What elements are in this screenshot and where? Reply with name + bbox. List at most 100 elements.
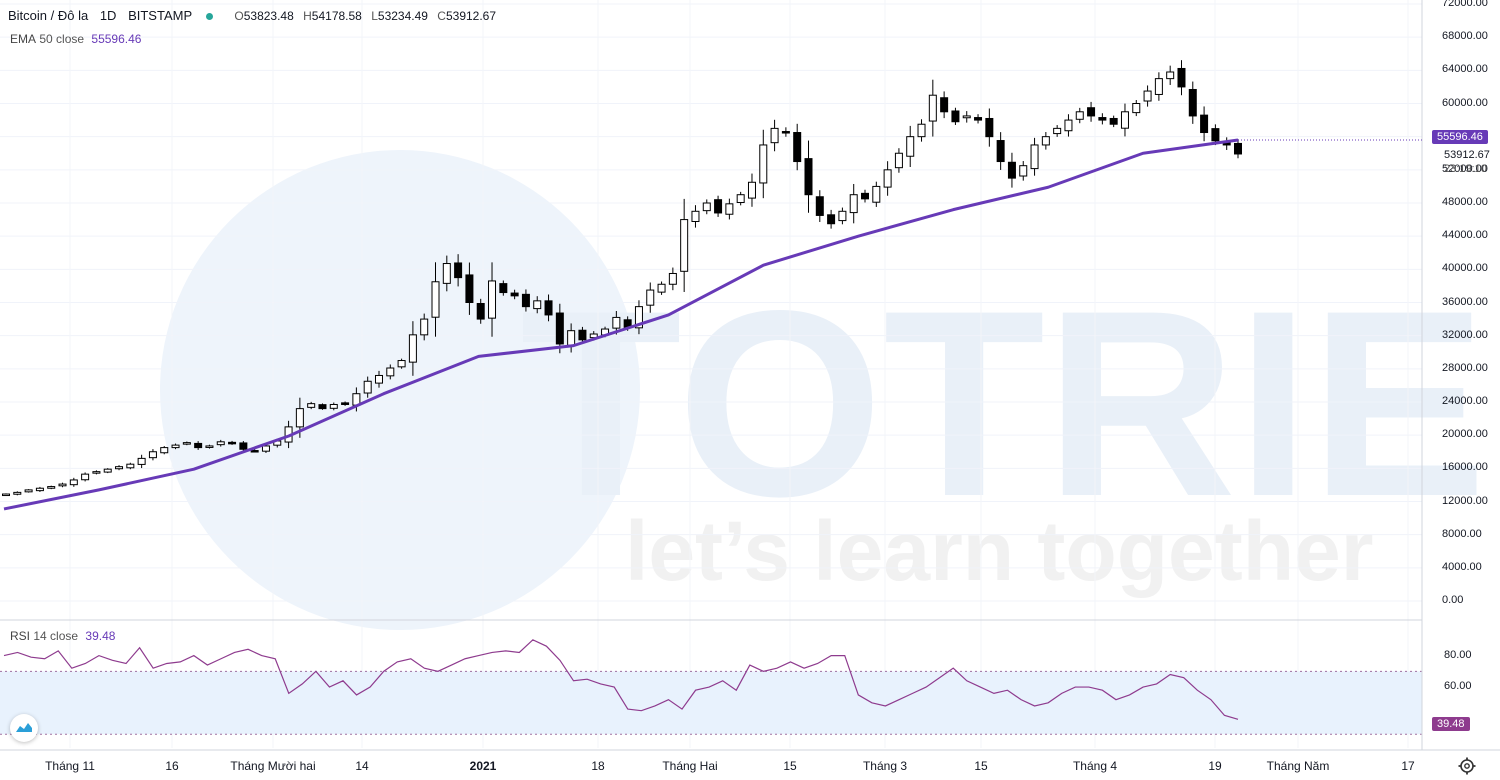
close-value: 53912.67 xyxy=(445,9,497,23)
rsi-line xyxy=(3,639,1239,720)
last-price-tag: 53912.67 xyxy=(1444,149,1490,161)
candle xyxy=(250,449,259,453)
price-tick-label: 16000.00 xyxy=(1442,461,1488,474)
candle xyxy=(996,132,1005,170)
candle xyxy=(488,262,497,337)
watermark: TOTRIEUlet’s learn together xyxy=(160,150,1500,630)
open-label: O xyxy=(234,9,244,23)
gear-icon[interactable] xyxy=(1457,756,1477,776)
candle xyxy=(974,114,983,124)
candle xyxy=(1075,107,1084,124)
high-value: 54178.58 xyxy=(311,9,362,23)
candle xyxy=(736,191,745,206)
candle xyxy=(397,358,406,369)
candle xyxy=(1211,124,1220,146)
candle xyxy=(1030,137,1039,176)
time-tick-label: 15 xyxy=(974,759,988,773)
candle xyxy=(1120,103,1129,137)
ema-price-tag: 55596.46 xyxy=(1432,130,1488,144)
candle xyxy=(318,403,327,410)
countdown-tag: 23:19:10 xyxy=(1444,163,1487,175)
candle xyxy=(1188,81,1197,124)
candle xyxy=(24,489,33,493)
candle xyxy=(962,111,971,123)
candle xyxy=(1087,101,1096,122)
low-label: L xyxy=(371,9,378,23)
exchange-label: BITSTAMP xyxy=(128,8,193,23)
candle xyxy=(1098,113,1107,125)
ema-line xyxy=(3,138,1239,511)
candle xyxy=(81,472,90,482)
price-tick-label: 8000.00 xyxy=(1442,527,1482,540)
candle xyxy=(861,189,870,203)
time-tick-label: Tháng Hai xyxy=(662,759,718,773)
candle xyxy=(126,462,135,470)
candle xyxy=(691,205,700,228)
candle xyxy=(1177,60,1186,96)
candle xyxy=(261,444,270,453)
candle xyxy=(1166,65,1175,85)
candle xyxy=(872,181,881,207)
candle xyxy=(216,439,225,447)
candle xyxy=(329,402,338,411)
candle xyxy=(657,281,666,295)
candle xyxy=(894,148,903,173)
candle xyxy=(137,454,146,469)
candle xyxy=(510,289,519,300)
rsi-series xyxy=(3,639,1239,720)
ema-series xyxy=(3,138,1239,511)
candle xyxy=(1109,115,1118,128)
candle xyxy=(917,119,926,142)
pane-frame xyxy=(0,0,1500,751)
price-tick-label: 64000.00 xyxy=(1442,63,1488,76)
candle xyxy=(770,119,779,152)
close-label: C xyxy=(437,9,446,23)
time-tick-label: 16 xyxy=(165,759,179,773)
rsi-tick-label: 80.00 xyxy=(1444,648,1472,661)
candle xyxy=(1019,161,1028,181)
tradingview-logo-icon[interactable] xyxy=(10,714,38,742)
candle xyxy=(103,468,112,474)
candle xyxy=(906,125,915,167)
candle xyxy=(1064,114,1073,137)
candle xyxy=(465,262,474,315)
candle xyxy=(35,486,44,492)
candle xyxy=(171,443,180,450)
market-status-dot xyxy=(205,13,213,21)
candle xyxy=(69,477,78,487)
ema-legend[interactable]: EMA 50 close 55596.46 xyxy=(10,32,141,46)
watermark-title: TOTRIEU xyxy=(520,256,1500,552)
price-tick-label: 48000.00 xyxy=(1442,196,1488,208)
time-tick-label: Tháng 11 xyxy=(45,759,95,773)
candle xyxy=(680,198,689,292)
candle xyxy=(160,446,169,455)
candle xyxy=(499,280,508,296)
candle xyxy=(827,209,836,229)
candle xyxy=(148,449,157,461)
candle xyxy=(420,313,429,341)
symbol-name: Bitcoin / Đô la xyxy=(8,8,89,23)
symbol-legend[interactable]: Bitcoin / Đô la 1D BITSTAMP O53823.48 H5… xyxy=(8,8,496,23)
price-tick-label: 20000.00 xyxy=(1442,428,1488,441)
rsi-value: 39.48 xyxy=(85,629,116,643)
ema-params: 50 close xyxy=(39,32,85,46)
price-tick-label: 36000.00 xyxy=(1442,295,1488,308)
watermark-slogan: let’s learn together xyxy=(625,504,1373,598)
candle xyxy=(239,441,248,452)
candle xyxy=(431,262,440,337)
time-tick-label: 19 xyxy=(1208,759,1222,773)
candle xyxy=(1053,125,1062,137)
candle xyxy=(521,289,530,312)
watermark-flame-icon xyxy=(160,150,640,630)
rsi-legend[interactable]: RSI 14 close 39.48 xyxy=(10,629,115,643)
candle xyxy=(454,254,463,287)
price-tick-label: 4000.00 xyxy=(1442,560,1482,573)
candle xyxy=(442,255,451,292)
candle xyxy=(1200,106,1209,142)
candle xyxy=(544,294,553,322)
candle xyxy=(555,303,564,354)
price-tick-label: 32000.00 xyxy=(1442,328,1488,341)
candle xyxy=(634,300,643,335)
